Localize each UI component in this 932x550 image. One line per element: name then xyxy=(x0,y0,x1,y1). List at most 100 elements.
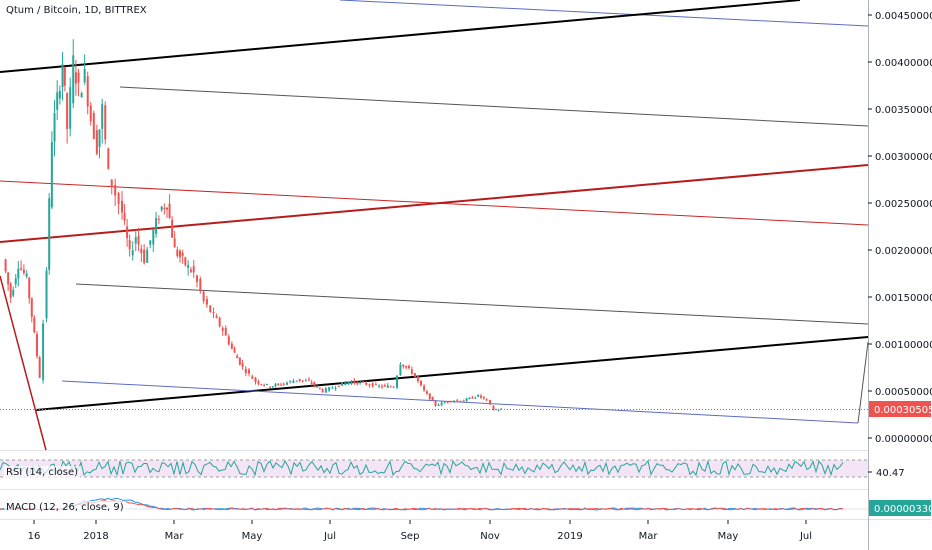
candle-body xyxy=(468,397,471,400)
candle-body xyxy=(212,311,215,313)
time-axis[interactable]: 16 2018 Mar May Jul Sep Nov 2019 Mar May Jul xyxy=(28,520,812,542)
candle-body xyxy=(166,207,169,210)
candle-body xyxy=(420,380,423,386)
projection-line xyxy=(857,341,869,424)
time-tick-label: May xyxy=(242,531,263,542)
candle-body xyxy=(485,399,488,401)
candle-body xyxy=(12,289,15,296)
candle-body xyxy=(492,405,495,411)
candle-body xyxy=(251,376,254,379)
price-tick-label: 0.00050000 xyxy=(875,387,932,398)
candle-body xyxy=(474,397,477,399)
rsi-value-tag: 40.47 xyxy=(868,468,905,479)
candle-body xyxy=(107,148,110,169)
candle-body xyxy=(4,259,7,272)
candle-body xyxy=(428,393,431,400)
candle-body xyxy=(7,272,10,285)
channel-line-gray-upper xyxy=(119,86,869,127)
candle-body xyxy=(244,368,247,374)
candle-body xyxy=(350,381,353,384)
candle-body xyxy=(431,397,434,401)
candle-body xyxy=(324,388,327,393)
candle-body xyxy=(266,383,269,385)
candle-body xyxy=(137,235,140,245)
candle-body xyxy=(95,130,98,154)
price-tick-label: 0.00350000 xyxy=(875,105,932,116)
candle-body xyxy=(386,385,389,388)
time-tick-label: Mar xyxy=(639,531,659,542)
last-price-tag: 0.00030505 xyxy=(869,401,932,417)
candle-body xyxy=(110,179,113,188)
time-tick-label: May xyxy=(718,531,739,542)
candle-body xyxy=(402,364,405,367)
macd-value-tag: 0.00000330 xyxy=(869,500,932,516)
candle-body xyxy=(331,387,334,389)
candle-body xyxy=(202,291,205,302)
price-tick-label: 0.00200000 xyxy=(875,246,932,257)
candle-body xyxy=(196,275,199,283)
price-axis[interactable]: 0.00450000 0.00400000 0.00350000 0.00300000… xyxy=(868,11,932,445)
candle-body xyxy=(495,409,498,411)
candle-body xyxy=(304,380,307,382)
candle-body xyxy=(146,249,149,263)
candle-body xyxy=(224,327,227,336)
candle-body xyxy=(157,218,160,220)
rsi-legend[interactable]: RSI (14, close) xyxy=(4,466,81,479)
candle-body xyxy=(416,376,419,382)
rsi-line xyxy=(0,459,844,477)
candle-body xyxy=(50,141,53,208)
candle-body xyxy=(176,249,179,256)
candle-body xyxy=(440,402,443,405)
candle-body xyxy=(316,386,319,388)
price-pane[interactable] xyxy=(0,0,868,450)
candle-body xyxy=(254,377,257,383)
price-tick-label: 0.00400000 xyxy=(875,58,932,69)
candle-body xyxy=(128,240,131,250)
trendline-red-thick xyxy=(0,164,869,243)
channel-line-top-blue xyxy=(339,0,869,27)
candle-body xyxy=(399,364,402,376)
candle-body xyxy=(446,401,449,403)
candle-body xyxy=(28,277,31,299)
candle-body xyxy=(425,391,428,394)
macd-legend[interactable]: MACD (12, 26, close, 9) xyxy=(4,501,126,514)
candle-body xyxy=(437,404,440,406)
candle-body xyxy=(77,72,80,83)
candle-body xyxy=(123,212,126,221)
candle-body xyxy=(121,200,124,213)
candle-body xyxy=(149,240,152,245)
candle-body xyxy=(117,193,120,205)
price-tick-label: 0.00300000 xyxy=(875,152,932,163)
trendline-black-upper xyxy=(0,0,801,73)
trendline-red-drop xyxy=(0,275,47,451)
candle-body xyxy=(480,395,483,398)
candle-body xyxy=(298,378,301,381)
time-tick-label: Jul xyxy=(799,531,812,542)
candle-body xyxy=(101,104,104,129)
candle-body xyxy=(313,382,316,386)
candle-body xyxy=(178,251,181,258)
candle-body xyxy=(221,328,224,331)
price-tick-label: 0.00000000 xyxy=(875,434,932,445)
time-tick-label: Sep xyxy=(401,531,420,542)
candle-body xyxy=(405,365,408,368)
candle-body xyxy=(131,250,134,256)
macd-signal-line xyxy=(0,500,844,511)
candle-body xyxy=(86,76,89,107)
candle-body xyxy=(126,226,129,239)
candle-body xyxy=(173,238,176,248)
trend-drawings[interactable] xyxy=(0,0,869,451)
candle-body xyxy=(392,386,395,388)
candle-body xyxy=(33,317,36,333)
candle-body xyxy=(268,386,271,388)
candle-body xyxy=(25,273,28,277)
candle-body xyxy=(477,394,480,397)
macd-line xyxy=(0,497,844,511)
time-tick-label: Nov xyxy=(480,531,500,542)
candle-body xyxy=(80,92,83,98)
candle-body xyxy=(187,264,190,268)
candle-body xyxy=(307,379,310,381)
price-tick-label: 0.00450000 xyxy=(875,11,932,22)
candle-body xyxy=(413,373,416,377)
